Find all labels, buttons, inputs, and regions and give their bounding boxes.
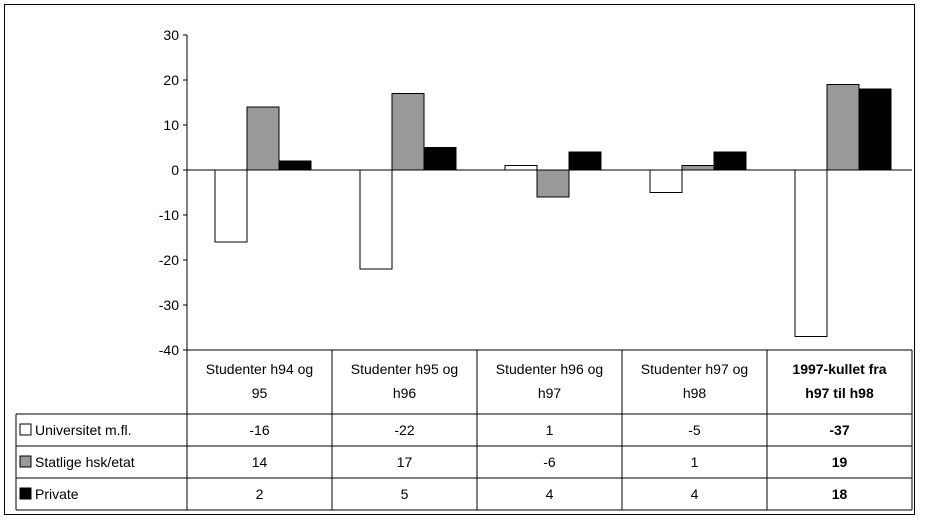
- category-label: Studenter h95 og: [351, 361, 458, 377]
- data-label: -6: [543, 454, 556, 470]
- data-label: -37: [829, 422, 849, 438]
- category-label: Studenter h96 og: [496, 361, 603, 377]
- y-tick-label: -40: [159, 342, 179, 358]
- bar-private-2: [568, 151, 602, 171]
- bar-universitet-m-fl--3: [649, 169, 683, 193]
- category-label: Studenter h94 og: [206, 361, 313, 377]
- bar-universitet-m-fl--0: [214, 169, 248, 243]
- legend-label: Private: [35, 486, 79, 502]
- bar-statlige-hsk-etat-1: [391, 93, 425, 171]
- data-label: 4: [546, 486, 554, 502]
- category-label: h98: [683, 385, 707, 401]
- y-tick-label: -10: [159, 207, 179, 223]
- category-label: h96: [393, 385, 417, 401]
- bar-statlige-hsk-etat-3: [681, 165, 715, 171]
- data-label: 1: [691, 454, 699, 470]
- data-label: -22: [394, 422, 414, 438]
- data-label: 4: [691, 486, 699, 502]
- y-tick-label: 20: [163, 72, 179, 88]
- y-tick-label: 0: [171, 162, 179, 178]
- data-label: 19: [832, 454, 848, 470]
- bar-statlige-hsk-etat-0: [246, 106, 280, 171]
- bar-statlige-hsk-etat-2: [536, 169, 570, 198]
- y-tick-label: -20: [159, 252, 179, 268]
- y-tick-label: 30: [163, 27, 179, 43]
- category-label: h97 til h98: [805, 385, 874, 401]
- data-label: 2: [256, 486, 264, 502]
- data-label: 5: [401, 486, 409, 502]
- legend-swatch-private: [19, 487, 32, 500]
- bar-universitet-m-fl--2: [504, 165, 538, 171]
- bar-private-0: [278, 160, 312, 171]
- data-label: 14: [252, 454, 268, 470]
- data-label: 1: [546, 422, 554, 438]
- legend-swatch-statlige-hsk-etat: [19, 455, 32, 468]
- y-tick-label: -30: [159, 297, 179, 313]
- data-label: -16: [249, 422, 269, 438]
- bar-private-4: [858, 88, 892, 171]
- data-label: 17: [397, 454, 413, 470]
- category-label: h97: [538, 385, 562, 401]
- bar-private-1: [423, 147, 457, 171]
- data-label: -5: [688, 422, 701, 438]
- bar-universitet-m-fl--1: [359, 169, 393, 270]
- category-label: 95: [252, 385, 268, 401]
- category-label: Studenter h97 og: [641, 361, 748, 377]
- bar-statlige-hsk-etat-4: [826, 84, 860, 171]
- y-tick-label: 10: [163, 117, 179, 133]
- bar-universitet-m-fl--4: [794, 169, 828, 337]
- legend-swatch-universitet-m-fl-: [19, 423, 32, 436]
- legend-label: Universitet m.fl.: [35, 422, 131, 438]
- bar-private-3: [713, 151, 747, 171]
- data-label: 18: [832, 486, 848, 502]
- legend-label: Statlige hsk/etat: [35, 454, 135, 470]
- category-label: 1997-kullet fra: [792, 361, 886, 377]
- chart-frame: [4, 4, 915, 515]
